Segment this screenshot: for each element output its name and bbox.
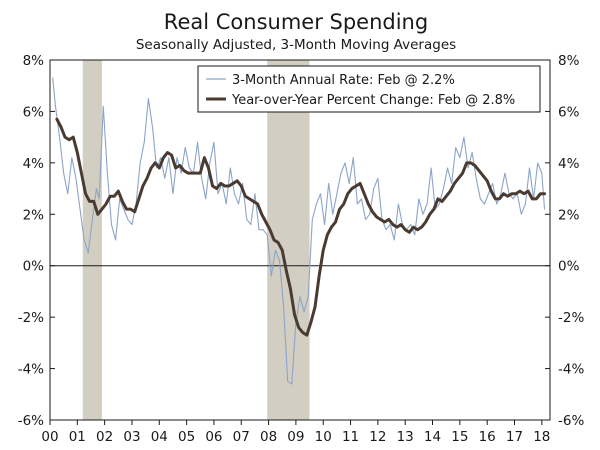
x-tick-label: 10 (315, 429, 332, 445)
y-tick-label-left: 2% (23, 207, 45, 223)
y-tick-label-left: -4% (18, 362, 44, 378)
x-tick-label: 18 (533, 429, 550, 445)
legend-label-yoy: Year-over-Year Percent Change: Feb @ 2.8… (231, 93, 515, 108)
y-tick-label-right: -6% (558, 413, 584, 429)
y-axis-left: 8% 6% 4% 2% 0% -2% -4% -6% (18, 53, 55, 429)
y-tick-label-left: -2% (18, 310, 44, 326)
x-tick-label: 00 (41, 429, 58, 445)
x-tick-label: 05 (178, 429, 195, 445)
chart-subtitle: Seasonally Adjusted, 3-Month Moving Aver… (136, 37, 456, 53)
x-tick-label: 04 (151, 429, 168, 445)
series-line-3-month-annual-rate (52, 77, 546, 385)
legend-box (197, 65, 541, 113)
y-tick-label-right: -2% (558, 310, 584, 326)
y-tick-label-left: 8% (23, 53, 45, 69)
legend: 3-Month Annual Rate: Feb @ 2.2% Year-ove… (197, 65, 541, 113)
x-tick-label: 14 (424, 429, 441, 445)
legend-label-3-month: 3-Month Annual Rate: Feb @ 2.2% (232, 73, 455, 88)
y-tick-label-left: 6% (23, 104, 45, 120)
series-layer (52, 77, 547, 385)
y-tick-label-left: 0% (23, 259, 45, 275)
x-tick-label: 03 (123, 429, 140, 445)
y-tick-label-left: 4% (23, 156, 45, 172)
x-tick-label: 15 (451, 429, 468, 445)
plot-frame (49, 59, 551, 421)
series-line-year-over-year (55, 117, 547, 337)
x-tick-label: 16 (479, 429, 496, 445)
x-tick-label: 07 (233, 429, 250, 445)
y-tick-label-left: -6% (18, 413, 44, 429)
y-tick-label-right: 6% (558, 104, 580, 120)
y-tick-label-right: 0% (558, 259, 580, 275)
x-tick-label: 09 (287, 429, 304, 445)
y-tick-label-right: -4% (558, 362, 584, 378)
chart-title: Real Consumer Spending (164, 10, 428, 34)
y-tick-label-right: 2% (558, 207, 580, 223)
y-axis-right: 8% 6% 4% 2% 0% -2% -4% -6% (545, 53, 584, 429)
x-tick-label: 17 (506, 429, 523, 445)
x-tick-label: 01 (69, 429, 86, 445)
x-axis: 00 01 02 03 04 05 06 07 08 09 10 11 12 13 14 15 16 17 18 (41, 420, 550, 445)
x-tick-label: 11 (342, 429, 359, 445)
x-tick-label: 08 (260, 429, 277, 445)
x-tick-label: 02 (96, 429, 113, 445)
y-tick-label-right: 4% (558, 156, 580, 172)
y-tick-label-right: 8% (558, 53, 580, 69)
x-tick-label: 13 (397, 429, 414, 445)
x-tick-label: 12 (369, 429, 386, 445)
recession-band-1 (82, 60, 102, 420)
x-tick-label: 06 (205, 429, 222, 445)
